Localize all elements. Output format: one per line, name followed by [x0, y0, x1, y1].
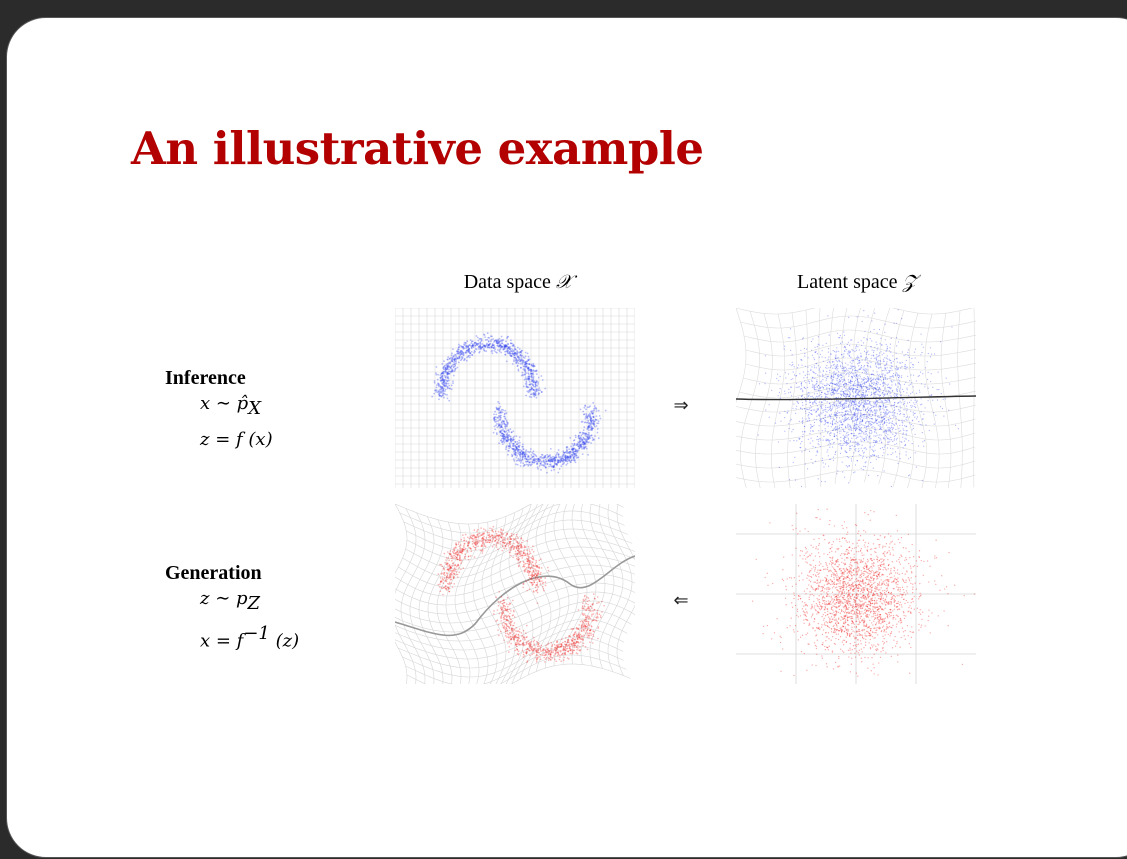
eq-sup: −1	[243, 623, 270, 644]
latent-space-inference-plot	[736, 308, 976, 488]
column-header-symbol: 𝒳	[555, 271, 573, 293]
eq-text: z ∼ p	[200, 588, 248, 609]
eq-text: x ∼ p̂	[200, 393, 249, 414]
slide-title: An illustrative example	[131, 122, 704, 175]
data-space-inference-plot	[395, 308, 635, 488]
column-header-data-space: Data space 𝒳	[398, 271, 638, 294]
generation-label: Generation	[165, 562, 262, 584]
inference-eq-map: z = f (x)	[200, 424, 273, 455]
eq-tail: (z)	[269, 630, 300, 652]
eq-text: x = f	[200, 630, 244, 652]
column-header-label: Data space	[463, 271, 551, 293]
inference-eq-sample: x ∼ p̂X	[200, 388, 273, 424]
eq-sub: X	[248, 398, 262, 419]
latent-space-generation-plot	[736, 504, 976, 684]
left-arrow-icon: ⇐	[673, 590, 689, 611]
inference-label-block: Inference x ∼ p̂X z = f (x)	[165, 368, 273, 455]
column-header-label: Latent space	[797, 271, 898, 293]
column-header-symbol: 𝒵	[902, 271, 917, 293]
column-header-latent-space: Latent space 𝒵	[737, 271, 977, 294]
right-arrow-icon: ⇒	[673, 395, 689, 416]
generation-label-block: Generation z ∼ pZ x = f−1 (z)	[165, 563, 299, 657]
generation-eq-map: x = f−1 (z)	[200, 619, 299, 657]
eq-sub: Z	[247, 593, 261, 614]
data-space-generation-plot	[395, 504, 635, 684]
generation-eq-sample: z ∼ pZ	[200, 583, 299, 619]
eq-text: z = f (x)	[200, 429, 273, 450]
slide: An illustrative example Data space 𝒳 Lat…	[6, 17, 1127, 858]
inference-label: Inference	[165, 367, 246, 389]
